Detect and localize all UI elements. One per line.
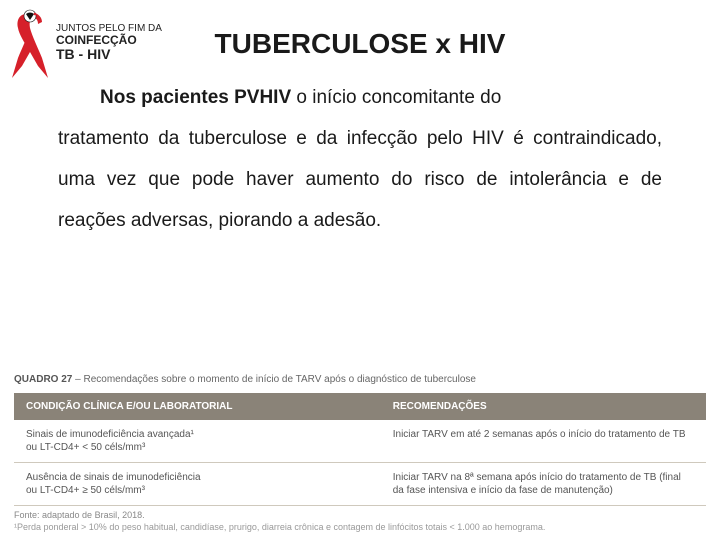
table-col-condition: CONDIÇÃO CLÍNICA E/OU LABORATORIAL <box>14 393 381 420</box>
table-cell: Iniciar TARV na 8ª semana após início do… <box>381 463 706 506</box>
body-paragraph: Nos pacientes PVHIV o início concomitant… <box>0 78 720 241</box>
table-header-row: CONDIÇÃO CLÍNICA E/OU LABORATORIAL RECOM… <box>14 393 706 420</box>
table-cell: Ausência de sinais de imunodeficiência o… <box>14 463 381 506</box>
table-cell: Iniciar TARV em até 2 semanas após o iní… <box>381 420 706 463</box>
logo-text: JUNTOS PELO FIM DA COINFECÇÃO TB - HIV <box>56 23 162 63</box>
ribbon-icon <box>8 8 52 78</box>
lead-rest: o início concomitante do <box>291 87 501 108</box>
table-footnote: ¹Perda ponderal > 10% do peso habitual, … <box>14 522 706 534</box>
table-col-recommendation: RECOMENDAÇÕES <box>381 393 706 420</box>
table-cell: Sinais de imunodeficiência avançada¹ ou … <box>14 420 381 463</box>
table-source: Fonte: adaptado de Brasil, 2018. <box>14 510 706 520</box>
table-caption-label: QUADRO 27 <box>14 374 72 385</box>
table-caption-text: – Recomendações sobre o momento de iníci… <box>72 374 476 385</box>
lead-bold: Nos pacientes PVHIV <box>100 87 291 108</box>
body-rest: tratamento da tuberculose e da infecção … <box>58 119 662 242</box>
table-row: Sinais de imunodeficiência avançada¹ ou … <box>14 420 706 463</box>
campaign-logo: JUNTOS PELO FIM DA COINFECÇÃO TB - HIV <box>8 8 162 78</box>
logo-tagline-3: TB - HIV <box>56 47 162 62</box>
recommendations-table-block: QUADRO 27 – Recomendações sobre o moment… <box>14 373 706 534</box>
recommendations-table: CONDIÇÃO CLÍNICA E/OU LABORATORIAL RECOM… <box>14 393 706 506</box>
table-row: Ausência de sinais de imunodeficiência o… <box>14 463 706 506</box>
table-caption: QUADRO 27 – Recomendações sobre o moment… <box>14 373 706 387</box>
